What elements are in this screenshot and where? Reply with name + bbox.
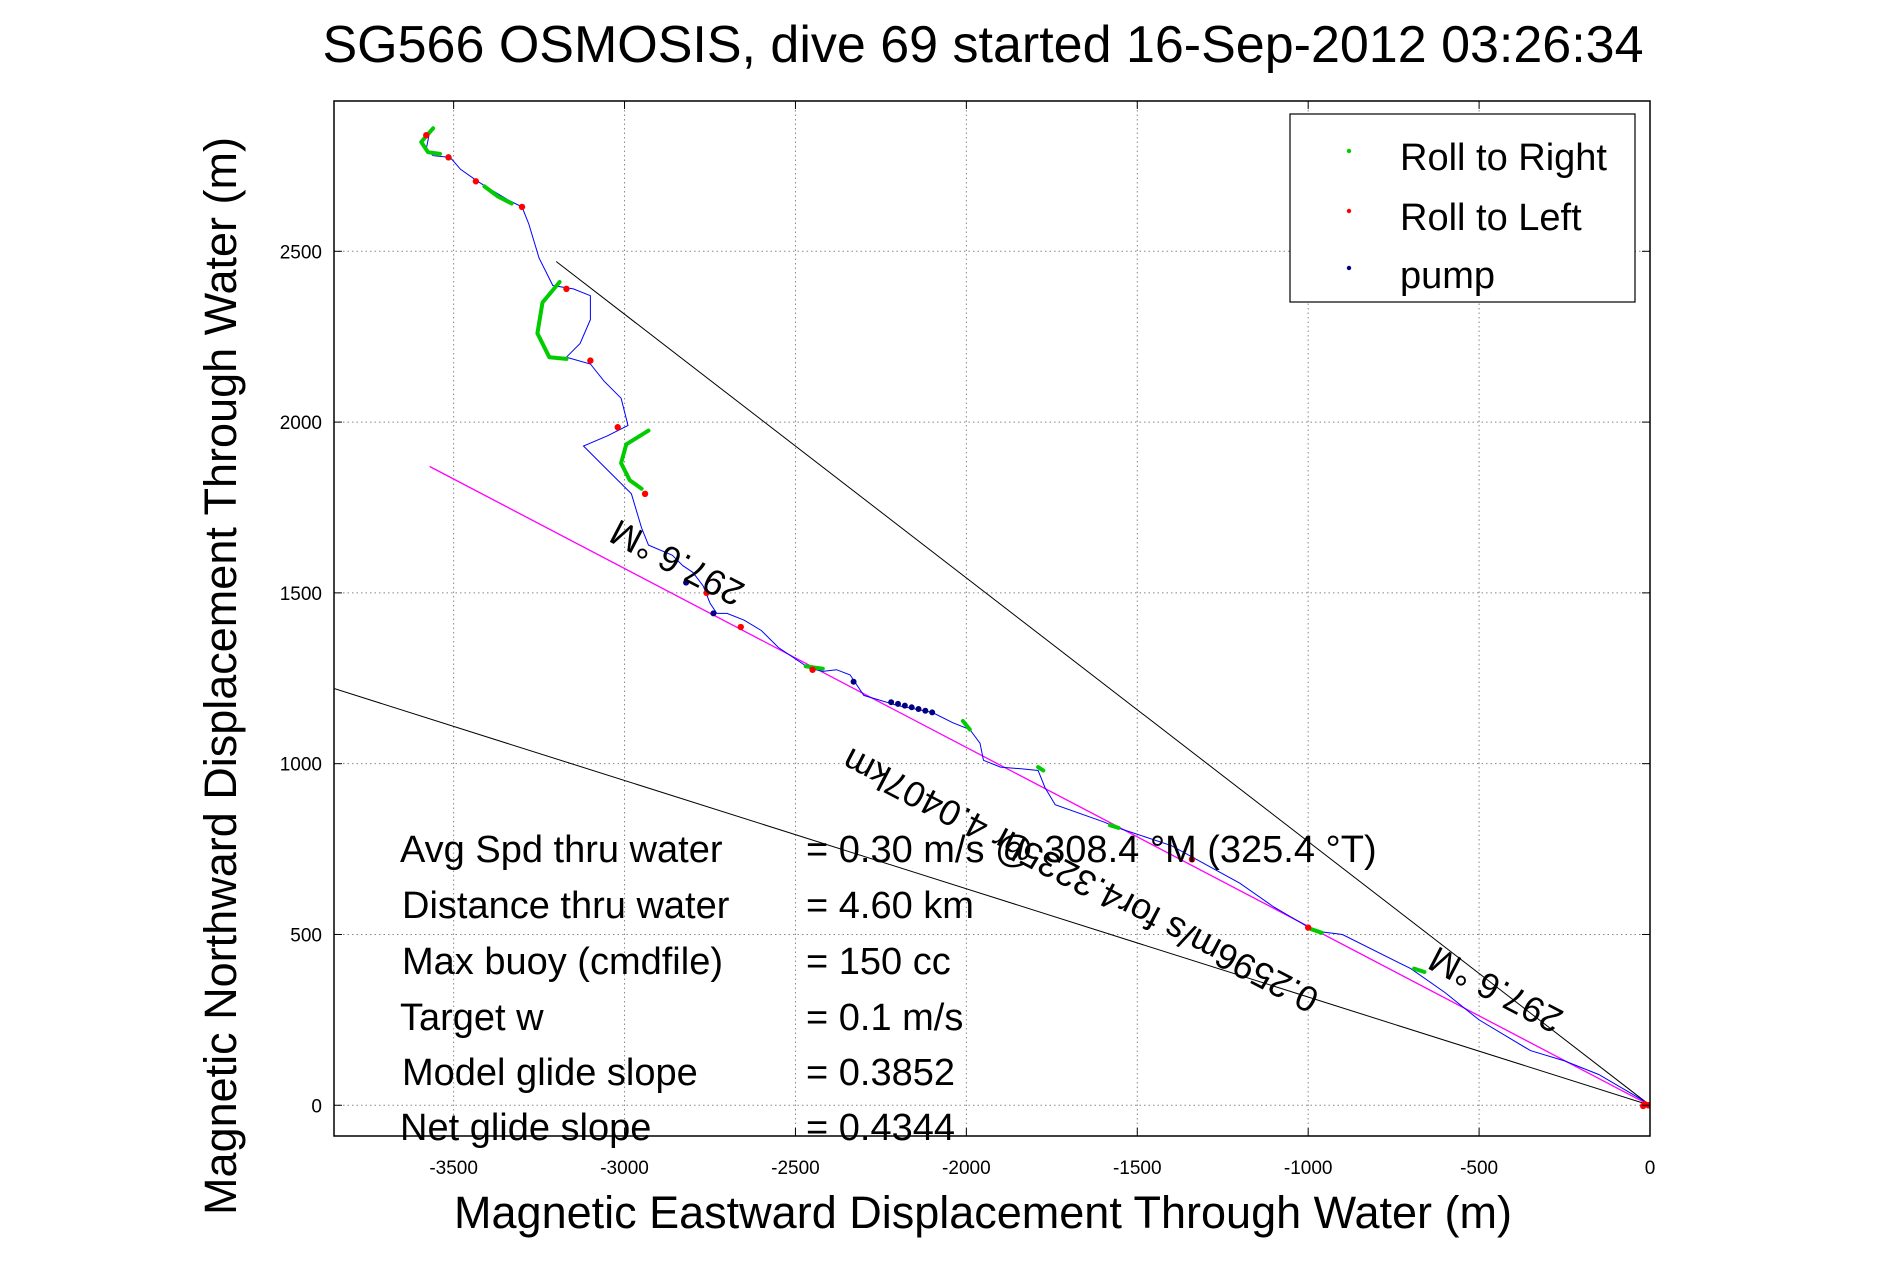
legend-label-roll-right: Roll to Right xyxy=(1400,137,1607,179)
legend-label-pump: pump xyxy=(1400,255,1495,297)
pump-point xyxy=(710,610,717,617)
roll-to-left-point xyxy=(518,203,526,211)
y-tick-label: 2000 xyxy=(280,413,322,434)
stat-label-target-w: Target w xyxy=(400,997,544,1039)
pump-point xyxy=(683,579,690,586)
legend-marker-roll-right xyxy=(1346,148,1352,154)
roll-to-left-point xyxy=(703,589,710,597)
pump-point xyxy=(901,702,908,709)
pump-point xyxy=(888,699,895,706)
y-tick-label: 2500 xyxy=(280,242,322,263)
x-tick-label: 0 xyxy=(1645,1158,1656,1179)
reference-line-upper-bound xyxy=(555,261,1650,1106)
stat-value-distance: = 4.60 km xyxy=(806,885,974,927)
x-tick-label: -500 xyxy=(1460,1158,1498,1179)
roll-to-right-segment xyxy=(960,719,972,732)
roll-to-right-segment xyxy=(535,280,569,361)
stat-label-max-buoy: Max buoy (cmdfile) xyxy=(402,941,723,983)
pump-point xyxy=(929,709,936,716)
x-tick-label: -1000 xyxy=(1284,1158,1333,1179)
stats-block: Avg Spd thru water = 0.30 m/s @ 308.4 °M… xyxy=(400,829,1377,1149)
pump-point xyxy=(850,678,857,685)
y-tick-label: 1500 xyxy=(280,584,322,605)
pump-point xyxy=(895,700,901,707)
roll-to-right-segment xyxy=(1412,966,1427,974)
pump-point xyxy=(908,704,915,711)
dive-track-line xyxy=(425,131,1650,1106)
y-tick-label: 0 xyxy=(311,1096,322,1117)
axis-ticks: -3500 -3000 -2500 -2000 -1500 -1000 -500 0 0 500 1… xyxy=(280,101,1656,1179)
stat-value-target-w: = 0.1 m/s xyxy=(806,997,963,1039)
stat-value-avg-speed: = 0.30 m/s @ 308.4 °M (325.4 °T) xyxy=(806,829,1377,871)
legend-marker-roll-left xyxy=(1346,208,1352,214)
roll-to-left-point xyxy=(472,178,480,185)
roll-to-left-point xyxy=(641,490,649,498)
roll-to-left-point xyxy=(587,357,594,364)
pump-point xyxy=(915,706,922,713)
plot-area xyxy=(334,126,1650,1110)
y-tick-label: 500 xyxy=(290,925,322,946)
stat-label-model-glide: Model glide slope xyxy=(402,1052,698,1094)
roll-to-right-segment xyxy=(1309,927,1324,935)
roll-to-right-segment xyxy=(619,428,651,491)
stat-label-net-glide: Net glide slope xyxy=(400,1107,651,1149)
legend-box xyxy=(1289,113,1636,303)
roll-to-right-segment xyxy=(482,184,514,206)
y-axis-label: Magnetic Northward Displacement Through … xyxy=(195,137,246,1215)
stat-label-avg-speed: Avg Spd thru water xyxy=(400,829,723,871)
roll-to-right-segment xyxy=(1107,823,1121,830)
stat-value-max-buoy: = 150 cc xyxy=(806,941,951,983)
legend: Roll to Right Roll to Left pump xyxy=(1289,113,1636,303)
x-axis-label: Magnetic Eastward Displacement Through W… xyxy=(454,1187,1512,1238)
reference-line-lower-bound xyxy=(334,688,1650,1106)
stat-value-model-glide: = 0.3852 xyxy=(806,1052,955,1094)
reference-line-net-track xyxy=(429,465,1650,1106)
x-tick-label: -3000 xyxy=(600,1158,649,1179)
roll-to-left-point xyxy=(1641,1101,1649,1108)
roll-to-left-point xyxy=(737,623,744,631)
x-tick-label: -2500 xyxy=(771,1158,820,1179)
y-tick-label: 1000 xyxy=(280,755,322,776)
chart-title: SG566 OSMOSIS, dive 69 started 16-Sep-20… xyxy=(322,16,1643,74)
legend-marker-pump xyxy=(1346,265,1352,271)
x-tick-label: -3500 xyxy=(429,1158,478,1179)
roll-to-right-segment xyxy=(1036,765,1046,773)
roll-to-left-point xyxy=(1304,924,1312,931)
stat-label-distance: Distance thru water xyxy=(402,885,730,927)
stat-value-net-glide: = 0.4344 xyxy=(806,1107,955,1149)
roll-to-left-point xyxy=(563,285,570,293)
x-tick-label: -1500 xyxy=(1113,1158,1162,1179)
axes-box xyxy=(333,100,1651,1137)
roll-to-left-point xyxy=(423,131,430,139)
roll-to-left-point xyxy=(809,666,816,673)
roll-to-left-point xyxy=(1188,856,1196,863)
x-tick-label: -2000 xyxy=(942,1158,991,1179)
roll-to-left-point xyxy=(614,424,621,431)
roll-to-left-point xyxy=(445,154,452,161)
legend-label-roll-left: Roll to Left xyxy=(1400,197,1582,239)
pump-point xyxy=(922,707,929,714)
